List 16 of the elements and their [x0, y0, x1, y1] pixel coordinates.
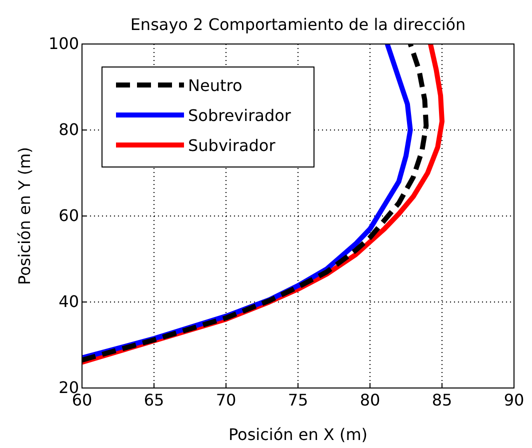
legend-label: Subvirador [188, 136, 276, 155]
x-tick-label: 80 [360, 390, 380, 410]
legend-label: Sobrevirador [188, 106, 292, 125]
legend-label: Neutro [188, 76, 242, 95]
x-axis-title: Posición en X (m) [228, 425, 368, 444]
y-tick-label: 80 [58, 120, 79, 140]
y-tick-label: 40 [58, 292, 79, 312]
x-tick-label: 65 [144, 390, 164, 410]
chart-title: Ensayo 2 Comportamiento de la dirección [130, 15, 466, 34]
x-tick-label: 75 [288, 390, 308, 410]
y-tick-label: 60 [58, 206, 79, 226]
x-tick-label: 90 [504, 390, 524, 410]
x-tick-label: 85 [432, 390, 452, 410]
y-axis-title: Posición en Y (m) [15, 147, 34, 285]
y-tick-label: 100 [48, 34, 79, 54]
x-tick-label: 70 [216, 390, 236, 410]
